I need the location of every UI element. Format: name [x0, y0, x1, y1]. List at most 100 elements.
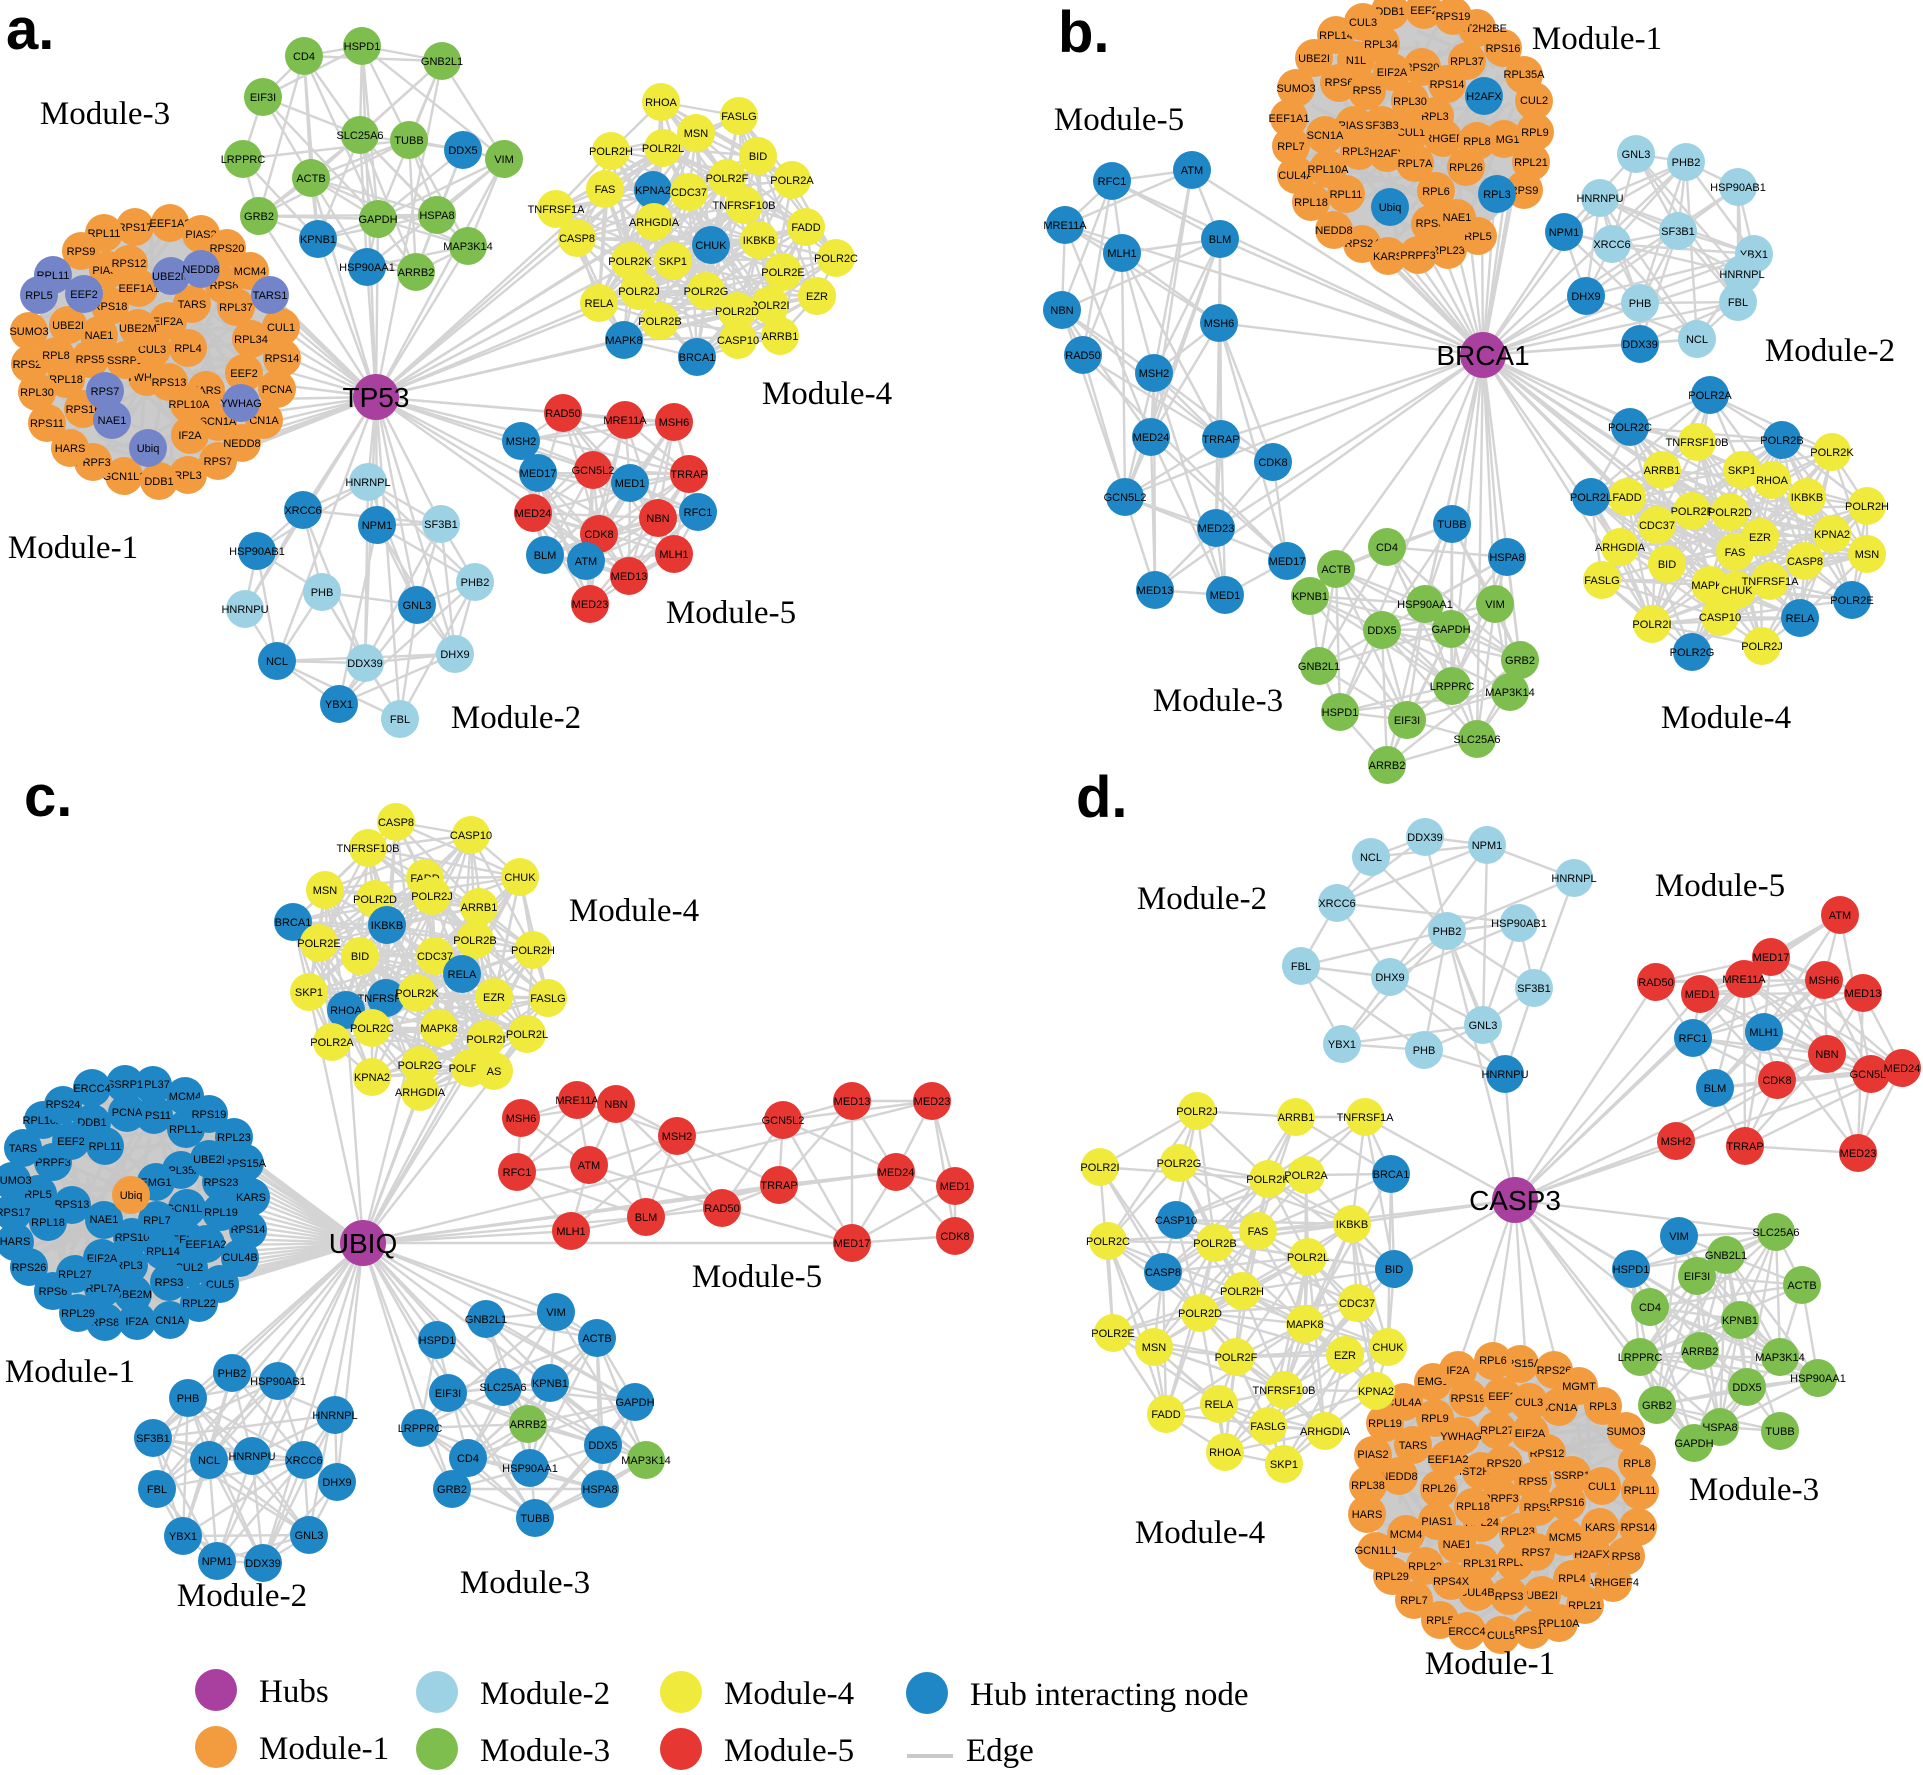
svg-text:YWHAG: YWHAG — [220, 398, 262, 410]
svg-text:CHUK: CHUK — [1372, 1342, 1404, 1354]
svg-text:CDK8: CDK8 — [1762, 1075, 1791, 1087]
svg-text:NBN: NBN — [1815, 1049, 1838, 1061]
svg-text:SLC25A6: SLC25A6 — [479, 1382, 526, 1394]
svg-text:POLR2D: POLR2D — [715, 306, 759, 318]
svg-text:KPNB1: KPNB1 — [300, 234, 336, 246]
svg-text:CDK8: CDK8 — [940, 1231, 969, 1243]
svg-text:NPM1: NPM1 — [1549, 227, 1580, 239]
svg-text:LRPPRC: LRPPRC — [1618, 1352, 1663, 1364]
svg-text:RELA: RELA — [1786, 613, 1815, 625]
svg-text:DHX9: DHX9 — [322, 1477, 351, 1489]
svg-text:NPM1: NPM1 — [1472, 840, 1503, 852]
svg-text:RPL5: RPL5 — [1464, 231, 1492, 243]
svg-text:HARS: HARS — [0, 1236, 30, 1248]
svg-text:Module-2: Module-2 — [451, 700, 581, 736]
svg-text:CUL5: CUL5 — [206, 1279, 234, 1291]
svg-text:RPS7: RPS7 — [1522, 1547, 1551, 1559]
svg-text:RPS14: RPS14 — [1430, 79, 1465, 91]
svg-text:POLR2J: POLR2J — [1741, 641, 1783, 653]
svg-text:RPL26: RPL26 — [1449, 162, 1483, 174]
svg-text:SKP1: SKP1 — [659, 256, 687, 268]
svg-text:CUL5: CUL5 — [1487, 1630, 1515, 1642]
svg-text:Module-2: Module-2 — [177, 1578, 307, 1614]
svg-text:NAE1: NAE1 — [98, 415, 127, 427]
svg-text:Module-4: Module-4 — [724, 1676, 854, 1712]
svg-text:RPS24: RPS24 — [1345, 238, 1380, 250]
svg-text:ACTB: ACTB — [582, 1333, 611, 1345]
svg-text:YWHAG: YWHAG — [1440, 1431, 1482, 1443]
svg-text:XRCC6: XRCC6 — [1318, 898, 1355, 910]
svg-text:IF2A: IF2A — [1446, 1365, 1470, 1377]
svg-text:H2AFX: H2AFX — [1574, 1549, 1610, 1561]
svg-text:CUL1: CUL1 — [1588, 1481, 1616, 1493]
svg-text:POLR2D: POLR2D — [353, 894, 397, 906]
svg-text:DDX39: DDX39 — [245, 1558, 280, 1570]
svg-text:RPS20: RPS20 — [210, 243, 245, 255]
svg-text:FADD: FADD — [1612, 492, 1641, 504]
svg-text:CDC37: CDC37 — [671, 187, 707, 199]
svg-text:MED13: MED13 — [1137, 585, 1174, 597]
svg-text:RPS6: RPS6 — [1325, 77, 1354, 89]
svg-text:DDB1: DDB1 — [1375, 6, 1404, 18]
svg-text:EEF2: EEF2 — [1488, 1391, 1516, 1403]
svg-text:RPS26: RPS26 — [1537, 1365, 1572, 1377]
svg-text:RELA: RELA — [585, 298, 614, 310]
svg-text:LRPPRC: LRPPRC — [221, 154, 266, 166]
svg-text:RPL18: RPL18 — [49, 374, 83, 386]
svg-text:MCM5: MCM5 — [1549, 1532, 1581, 1544]
svg-text:POLR2F: POLR2F — [706, 173, 749, 185]
svg-text:SSRP1: SSRP1 — [1554, 1470, 1590, 1482]
svg-text:TARS: TARS — [1399, 1440, 1428, 1452]
svg-text:IF2A: IF2A — [125, 1316, 149, 1328]
svg-text:LRPPRC: LRPPRC — [398, 1423, 443, 1435]
svg-text:Module-5: Module-5 — [1054, 102, 1184, 138]
svg-text:RPL10A: RPL10A — [169, 399, 211, 411]
svg-text:POLR2I: POLR2I — [466, 1034, 505, 1046]
svg-text:GNB2L1: GNB2L1 — [421, 56, 463, 68]
svg-text:MED24: MED24 — [1884, 1063, 1921, 1075]
svg-text:FASLG: FASLG — [1584, 575, 1619, 587]
svg-text:MED24: MED24 — [1133, 432, 1170, 444]
svg-text:EZR: EZR — [1334, 1350, 1356, 1362]
svg-text:RPL21: RPL21 — [1568, 1600, 1602, 1612]
svg-text:DDX5: DDX5 — [588, 1440, 617, 1452]
svg-text:HSP90AA1: HSP90AA1 — [1790, 1373, 1846, 1385]
svg-text:Module-3: Module-3 — [460, 1565, 590, 1601]
svg-text:MSH6: MSH6 — [1809, 975, 1840, 987]
svg-text:CUL3: CUL3 — [138, 344, 166, 356]
svg-text:N1L: N1L — [1346, 55, 1366, 67]
svg-text:BLM: BLM — [1704, 1083, 1727, 1095]
svg-text:RPS14: RPS14 — [231, 1224, 266, 1236]
svg-text:CDC37: CDC37 — [417, 951, 453, 963]
svg-text:Module-4: Module-4 — [1661, 700, 1791, 736]
svg-text:RPL3: RPL3 — [115, 1260, 143, 1272]
svg-text:MAP3K14: MAP3K14 — [443, 241, 493, 253]
svg-text:FASLG: FASLG — [721, 111, 756, 123]
svg-text:d.: d. — [1076, 765, 1128, 830]
svg-text:IF2A: IF2A — [178, 430, 202, 442]
svg-text:RPS26: RPS26 — [12, 1262, 47, 1274]
svg-text:HARS: HARS — [1352, 1509, 1383, 1521]
svg-text:UBIQ: UBIQ — [329, 1228, 397, 1259]
svg-text:MED13: MED13 — [1845, 988, 1882, 1000]
svg-text:RPL11: RPL11 — [88, 228, 121, 240]
svg-text:c.: c. — [24, 764, 72, 829]
svg-text:HSP90AB1: HSP90AB1 — [1491, 918, 1547, 930]
svg-text:POLR2J: POLR2J — [618, 286, 660, 298]
svg-text:RFC1: RFC1 — [684, 507, 713, 519]
svg-text:CUL4B: CUL4B — [222, 1252, 257, 1264]
svg-text:CDC37: CDC37 — [1639, 520, 1675, 532]
svg-text:Module-3: Module-3 — [40, 96, 170, 132]
svg-text:KPNB1: KPNB1 — [532, 1378, 568, 1390]
svg-text:SF3B3: SF3B3 — [1365, 120, 1399, 132]
svg-text:RPL19: RPL19 — [204, 1207, 238, 1219]
svg-text:RHOA: RHOA — [330, 1005, 362, 1017]
svg-text:EIF3I: EIF3I — [1684, 1271, 1710, 1283]
svg-text:GAPDH: GAPDH — [1674, 1438, 1713, 1450]
svg-text:MED13: MED13 — [834, 1096, 871, 1108]
svg-text:RFC1: RFC1 — [503, 1167, 532, 1179]
svg-text:NAE1: NAE1 — [90, 1214, 119, 1226]
svg-text:TRRAP: TRRAP — [670, 469, 707, 481]
svg-text:RPL29: RPL29 — [1375, 1571, 1409, 1583]
svg-text:RPS16: RPS16 — [1486, 43, 1521, 55]
